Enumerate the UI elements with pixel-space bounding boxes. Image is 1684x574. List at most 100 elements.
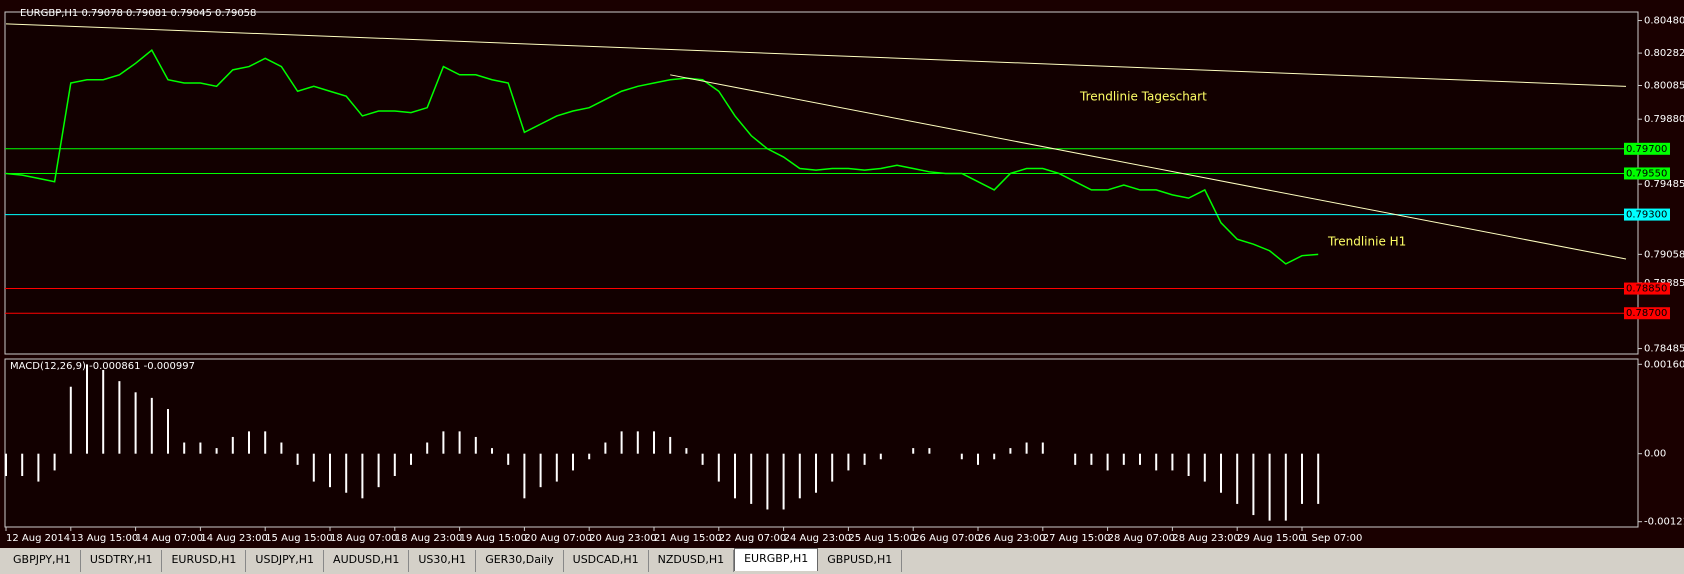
macd-bar [1317,453,1320,504]
macd-bar [1171,453,1174,471]
macd-bar [653,431,655,454]
macd-bar [345,453,348,493]
x-tick-label: 26 Aug 23:00 [978,533,1045,544]
x-tick-label: 18 Aug 23:00 [395,533,462,544]
macd-bar [1122,453,1125,465]
level-label-box [1624,307,1670,320]
x-tick-label: 25 Aug 15:00 [848,533,915,544]
y-tick-label: -0.001219 [1644,517,1684,528]
chart-tab[interactable]: NZDUSD,H1 [649,550,735,572]
chart-tab[interactable]: US30,H1 [409,550,477,572]
macd-bar [102,369,105,454]
y-tick-label: 0.79485 [1644,179,1684,190]
x-tick-label: 27 Aug 15:00 [1043,533,1110,544]
macd-bar [555,453,558,482]
macd-bar [782,453,785,510]
macd-bar [1106,453,1109,471]
chart-window: EURGBP,H1 0.79078 0.79081 0.79045 0.7905… [0,0,1684,548]
macd-title: MACD(12,26,9) -0.000861 -0.000997 [10,361,195,372]
macd-bar [798,453,801,499]
trendline [5,23,1627,87]
macd-bar [167,409,169,454]
chart-tab[interactable]: GBPJPY,H1 [4,550,81,572]
macd-bar [361,453,364,499]
x-tick-label: 20 Aug 07:00 [524,533,591,544]
macd-bar [1009,448,1012,454]
level-label-box [1624,142,1670,155]
macd-bar [183,442,186,454]
macd-bar [572,453,574,471]
level-label: 0.79550 [1626,168,1667,179]
macd-bar [458,431,461,454]
macd-bar [1090,453,1093,465]
macd-bar [134,392,137,454]
macd-bar [669,436,672,454]
chart-tab[interactable]: USDTRY,H1 [81,550,163,572]
macd-bar [491,448,493,454]
macd-bar [717,453,720,482]
macd-bar [993,453,996,460]
macd-bar [442,431,445,454]
macd-bar [1155,453,1158,471]
macd-bar [280,442,283,454]
chart-tab[interactable]: USDJPY,H1 [246,550,325,572]
chart-tab[interactable]: EURUSD,H1 [162,550,247,572]
y-tick-label: 0.00 [1644,449,1666,460]
macd-bar [620,431,623,454]
x-tick-label: 1 Sep 07:00 [1302,533,1362,544]
chart-tab[interactable]: GER30,Daily [476,550,564,572]
x-tick-label: 26 Aug 07:00 [913,533,980,544]
macd-bar [69,386,72,454]
y-tick-label: 0.80480 [1644,16,1684,27]
macd-bar [734,453,736,499]
macd-bar [960,453,963,460]
chart-tab[interactable]: EURGBP,H1 [734,548,819,571]
macd-bar [1041,442,1044,454]
macd-bar [1284,453,1287,521]
macd-bar [766,453,769,510]
x-tick-label: 18 Aug 07:00 [330,533,397,544]
macd-bar [5,453,7,477]
macd-bar [231,436,234,454]
y-tick-label: 0.79880 [1644,114,1684,125]
macd-bar [426,442,429,454]
macd-bar [815,453,817,493]
macd-bar [604,442,607,454]
macd-bar [523,453,526,499]
macd-bar [312,453,315,482]
macd-bar [928,448,931,454]
macd-bar [539,453,542,488]
macd-bar [912,448,915,454]
annotation: Trendlinie H1 [1327,235,1406,249]
macd-bar [879,453,882,460]
macd-bar [977,453,979,465]
macd-bar [1025,442,1028,454]
macd-bar [37,453,40,482]
level-label-box [1624,208,1670,221]
level-label: 0.79300 [1626,210,1667,221]
x-tick-label: 24 Aug 23:00 [784,533,851,544]
x-tick-label: 20 Aug 23:00 [589,533,656,544]
chart-tab[interactable]: USDCAD,H1 [564,550,649,572]
price-title: EURGBP,H1 0.79078 0.79081 0.79045 0.7905… [20,8,256,19]
macd-bar [1236,453,1239,504]
chart-tab[interactable]: GBPUSD,H1 [818,550,903,572]
macd-bar [701,453,704,465]
x-tick-label: 19 Aug 15:00 [460,533,527,544]
y-tick-label: 0.79058 [1644,249,1684,260]
level-label-box [1624,167,1670,180]
trendline [670,74,1627,260]
chart-tab[interactable]: AUDUSD,H1 [324,550,410,572]
level-label: 0.79700 [1626,144,1667,155]
annotation: Trendlinie Tageschart [1079,90,1207,104]
x-tick-label: 14 Aug 07:00 [136,533,203,544]
macd-bar [1301,453,1303,504]
macd-bar [1074,453,1077,465]
macd-bar [1252,453,1255,516]
y-tick-label: 0.001602 [1644,359,1684,370]
macd-bar [507,453,510,465]
macd-bar [393,453,396,477]
macd-bar [199,442,202,454]
macd-bar [150,397,153,454]
